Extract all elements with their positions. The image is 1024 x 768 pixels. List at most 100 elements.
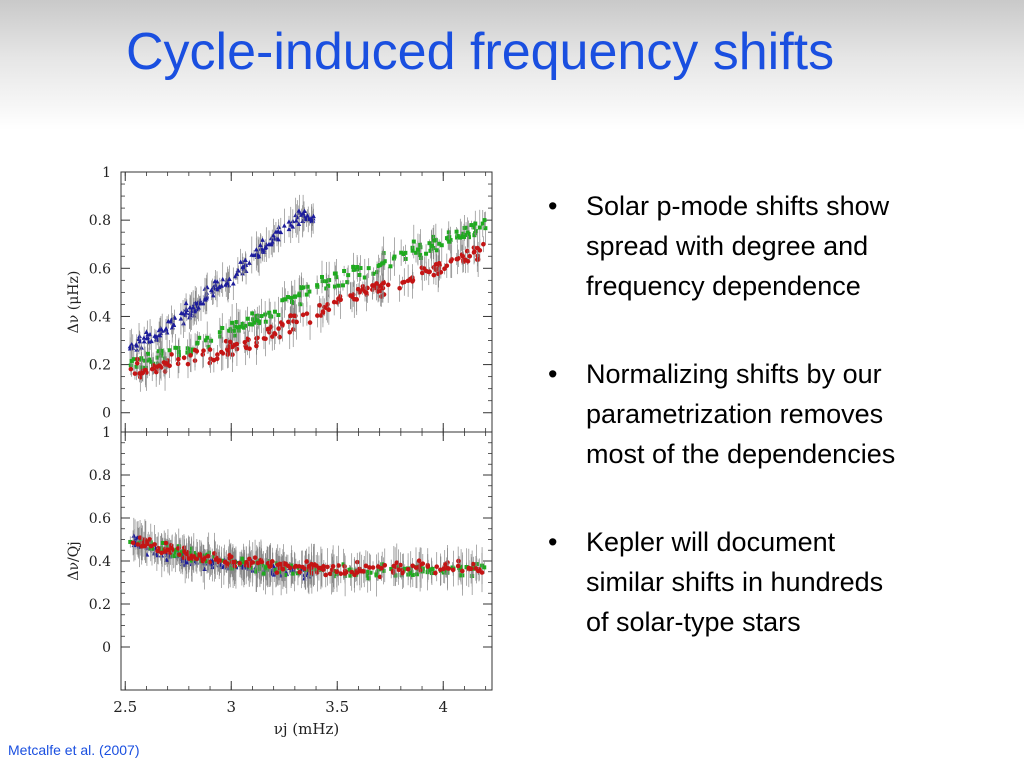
data-point	[430, 566, 435, 571]
data-point	[427, 241, 432, 246]
data-point	[192, 347, 198, 353]
data-point	[223, 338, 229, 344]
data-point	[408, 571, 413, 576]
data-point	[159, 550, 164, 556]
data-point	[232, 342, 238, 348]
data-point	[431, 234, 436, 239]
data-point	[258, 246, 264, 251]
data-point	[460, 568, 465, 574]
data-point	[213, 557, 219, 562]
data-point	[327, 278, 332, 283]
data-point	[371, 271, 376, 276]
data-point	[234, 320, 239, 325]
data-point	[266, 241, 272, 247]
data-point	[229, 566, 234, 571]
data-point	[236, 325, 241, 330]
data-point	[426, 567, 431, 572]
data-point	[446, 230, 451, 235]
y-tick-label: 0.6	[89, 511, 111, 527]
data-point	[131, 357, 136, 362]
data-point	[255, 560, 261, 566]
data-point	[250, 322, 255, 327]
data-point	[156, 349, 161, 354]
data-point	[268, 560, 273, 565]
data-point	[477, 225, 482, 230]
data-point	[187, 305, 193, 310]
data-point	[206, 344, 211, 349]
data-point	[236, 328, 241, 333]
data-point	[433, 238, 438, 243]
data-point	[321, 567, 326, 572]
data-point	[357, 273, 362, 278]
bullet-line: Solar p-mode shifts show	[586, 191, 890, 221]
data-point	[336, 563, 341, 568]
data-point	[437, 241, 442, 246]
bullet-item: • Normalizing shifts by our parametrizatio…	[548, 354, 1008, 474]
data-point	[219, 283, 224, 288]
y-tick-label: 0	[102, 640, 111, 656]
data-point	[316, 565, 322, 571]
data-point	[483, 226, 488, 231]
series-circle	[130, 519, 485, 593]
top-panel: 0 0.2 0.4 0.6 0.8 1 Δν (μHz)	[66, 165, 493, 433]
data-point	[167, 348, 172, 353]
data-point	[176, 349, 181, 354]
data-point	[297, 569, 302, 575]
data-point	[380, 562, 385, 567]
data-point	[320, 274, 325, 279]
data-point	[173, 345, 178, 350]
data-point	[137, 371, 142, 376]
data-point	[315, 313, 320, 318]
data-point	[275, 562, 280, 568]
data-point	[277, 334, 283, 340]
data-point	[410, 563, 415, 569]
data-point	[411, 239, 416, 244]
data-point	[450, 567, 456, 573]
data-point	[326, 283, 331, 288]
data-point	[374, 572, 379, 577]
data-point	[241, 560, 246, 565]
data-point	[263, 336, 268, 342]
data-point	[330, 563, 336, 569]
data-point	[234, 271, 240, 276]
data-point	[141, 338, 147, 344]
data-point	[220, 276, 226, 282]
frequency-shift-figure: 0 0.2 0.4 0.6 0.8 1 Δν (μHz) 0 0.2 0.4 0.6 0.8 1 2.5…	[66, 165, 493, 738]
data-point	[207, 559, 212, 565]
data-point	[302, 566, 308, 572]
data-point	[334, 569, 340, 575]
data-point	[380, 285, 386, 291]
data-point	[177, 552, 182, 557]
data-point	[304, 559, 309, 564]
data-point	[454, 256, 460, 262]
data-point	[288, 313, 293, 318]
data-point	[399, 570, 405, 576]
data-point	[175, 546, 181, 551]
data-point	[340, 283, 345, 288]
data-point	[187, 347, 192, 352]
data-point	[354, 570, 360, 575]
data-point	[230, 320, 235, 325]
data-point	[149, 366, 155, 372]
data-point	[472, 225, 477, 230]
data-point	[396, 567, 402, 572]
data-point	[244, 560, 249, 565]
data-point	[155, 548, 160, 554]
data-point	[431, 272, 437, 278]
data-point	[327, 571, 333, 577]
data-point	[391, 563, 397, 569]
data-point	[291, 313, 297, 319]
data-point	[205, 559, 210, 564]
data-point	[171, 322, 177, 327]
data-point	[226, 276, 232, 281]
data-point	[178, 310, 184, 315]
data-point	[455, 563, 461, 569]
data-point	[374, 281, 379, 286]
data-point	[176, 346, 181, 351]
data-point	[178, 316, 184, 321]
data-point	[382, 563, 388, 568]
data-point	[272, 331, 277, 336]
data-point	[211, 284, 216, 290]
data-point	[286, 219, 292, 224]
data-point	[304, 292, 309, 297]
